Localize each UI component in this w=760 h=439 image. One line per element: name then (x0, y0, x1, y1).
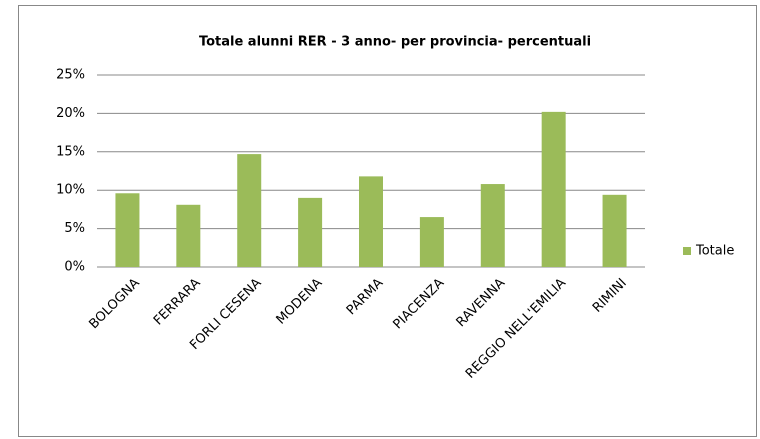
bar (115, 193, 140, 267)
y-tick-label: 25% (56, 68, 85, 83)
y-tick-label: 20% (56, 106, 85, 121)
y-tick-label: 10% (56, 183, 85, 198)
bar (419, 217, 444, 267)
bar (602, 194, 627, 267)
y-tick-label: 15% (56, 144, 85, 159)
y-tick-label: 5% (64, 221, 85, 236)
bar (176, 204, 201, 267)
chart-border (18, 5, 757, 437)
legend-swatch (683, 247, 691, 255)
bar (359, 176, 383, 267)
y-tick-label: 0% (64, 260, 85, 275)
bar (237, 154, 262, 267)
bar (541, 111, 566, 267)
bar (298, 197, 323, 267)
legend-label: Totale (695, 244, 734, 259)
bar (480, 184, 505, 267)
chart-title: Totale alunni RER - 3 anno- per provinci… (199, 35, 591, 50)
